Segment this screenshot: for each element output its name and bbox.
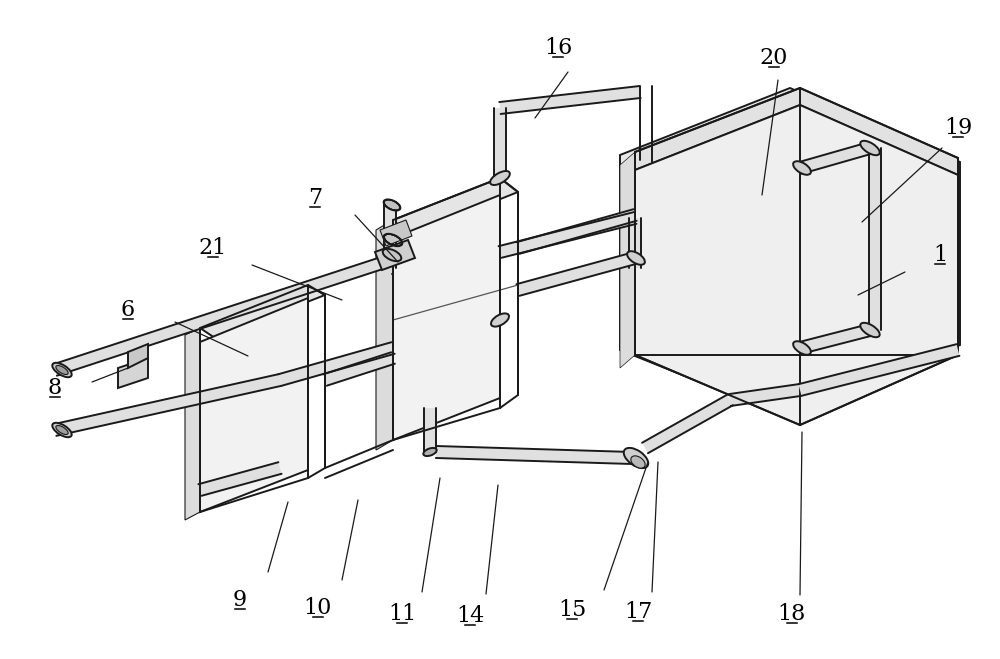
Polygon shape: [392, 262, 393, 274]
Ellipse shape: [383, 249, 401, 261]
Polygon shape: [185, 328, 200, 520]
Ellipse shape: [860, 323, 880, 337]
Polygon shape: [323, 353, 395, 386]
Ellipse shape: [631, 456, 645, 468]
Polygon shape: [635, 105, 958, 425]
Polygon shape: [620, 152, 635, 368]
Text: 18: 18: [778, 603, 806, 625]
Polygon shape: [629, 218, 641, 268]
Polygon shape: [516, 252, 637, 296]
Text: 14: 14: [456, 605, 484, 627]
Polygon shape: [200, 298, 308, 512]
Polygon shape: [799, 344, 959, 396]
Polygon shape: [375, 240, 415, 270]
Polygon shape: [499, 86, 641, 114]
Ellipse shape: [52, 423, 72, 437]
Ellipse shape: [627, 251, 645, 265]
Text: 8: 8: [48, 377, 62, 399]
Text: 20: 20: [760, 47, 788, 69]
Polygon shape: [799, 324, 871, 354]
Polygon shape: [384, 202, 396, 268]
Text: 15: 15: [558, 599, 586, 621]
Polygon shape: [54, 374, 281, 436]
Polygon shape: [499, 212, 636, 258]
Ellipse shape: [624, 448, 648, 468]
Polygon shape: [635, 88, 958, 175]
Text: 6: 6: [121, 299, 135, 321]
Text: 16: 16: [544, 37, 572, 59]
Text: 9: 9: [233, 589, 247, 611]
Polygon shape: [393, 195, 500, 440]
Polygon shape: [729, 384, 801, 406]
Polygon shape: [516, 209, 637, 254]
Ellipse shape: [860, 141, 880, 156]
Polygon shape: [128, 344, 148, 368]
Polygon shape: [642, 395, 733, 453]
Ellipse shape: [52, 363, 72, 377]
Text: 11: 11: [388, 603, 416, 625]
Ellipse shape: [56, 366, 68, 374]
Polygon shape: [393, 178, 518, 235]
Ellipse shape: [490, 171, 510, 185]
Polygon shape: [494, 108, 506, 178]
Ellipse shape: [423, 448, 437, 456]
Polygon shape: [118, 358, 148, 388]
Text: 21: 21: [199, 237, 227, 259]
Text: 19: 19: [944, 117, 972, 139]
Polygon shape: [620, 88, 960, 418]
Ellipse shape: [56, 426, 68, 434]
Polygon shape: [198, 462, 282, 496]
Text: 1: 1: [933, 244, 947, 266]
Polygon shape: [380, 220, 412, 246]
Ellipse shape: [384, 200, 400, 211]
Text: 10: 10: [304, 597, 332, 619]
Ellipse shape: [793, 161, 811, 175]
Text: 7: 7: [308, 187, 322, 209]
Ellipse shape: [793, 341, 811, 355]
Text: 17: 17: [624, 601, 652, 623]
Polygon shape: [376, 220, 393, 450]
Polygon shape: [424, 408, 436, 452]
Ellipse shape: [491, 314, 509, 327]
Polygon shape: [278, 342, 395, 386]
Polygon shape: [798, 142, 872, 174]
Polygon shape: [53, 256, 387, 376]
Polygon shape: [200, 285, 325, 338]
Polygon shape: [436, 446, 632, 464]
Polygon shape: [869, 148, 881, 330]
